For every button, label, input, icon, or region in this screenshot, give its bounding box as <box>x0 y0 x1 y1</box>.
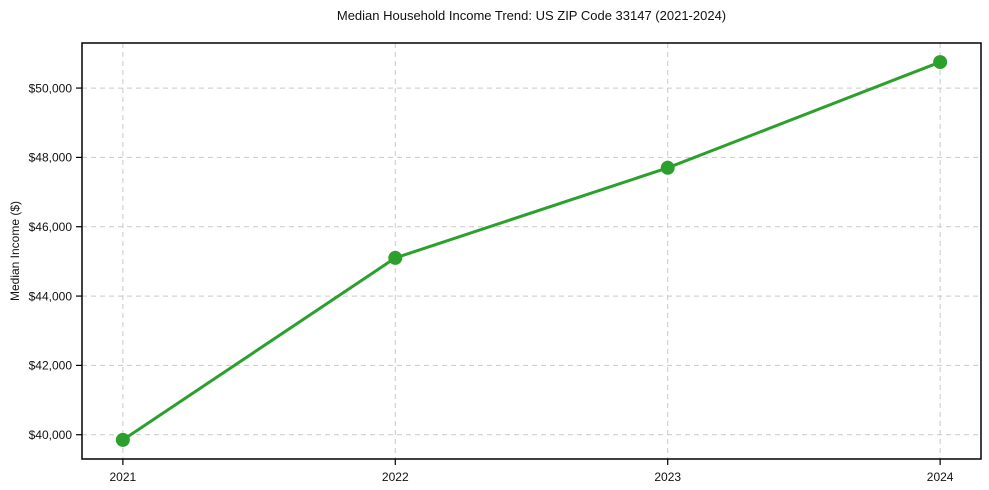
data-point-2021 <box>115 432 130 447</box>
y-tick-label: $42,000 <box>29 359 73 373</box>
trend-line <box>121 60 942 442</box>
data-point-2022 <box>388 250 403 265</box>
y-tick-label: $48,000 <box>29 151 73 165</box>
y-tick-label: $46,000 <box>29 220 73 234</box>
x-tick-label: 2023 <box>654 470 681 484</box>
y-tick-label: $44,000 <box>29 289 73 303</box>
x-tick-label: 2021 <box>110 470 137 484</box>
y-tick-label: $40,000 <box>29 428 73 442</box>
plot-border <box>81 42 982 460</box>
x-tick-label: 2024 <box>927 470 954 484</box>
y-tick-label: $50,000 <box>29 81 73 95</box>
x-tick-label: 2022 <box>382 470 409 484</box>
data-point-2024 <box>933 55 948 70</box>
chart-title: Median Household Income Trend: US ZIP Co… <box>336 8 727 23</box>
data-point-2023 <box>660 160 675 175</box>
